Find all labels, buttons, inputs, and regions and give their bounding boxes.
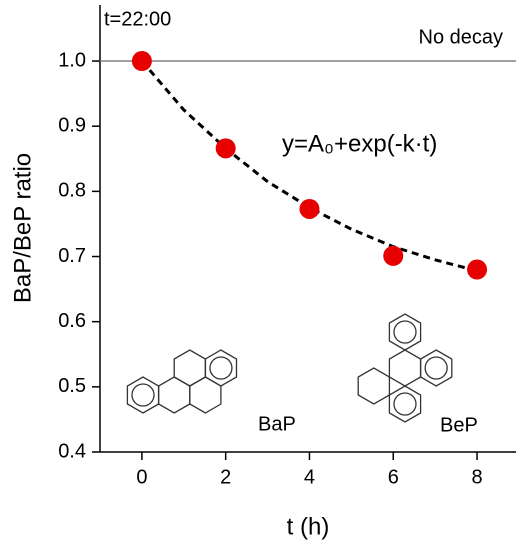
data-point [299,198,320,219]
y-tick-label: 0.9 [58,114,86,136]
ring-circle [131,383,155,407]
ring [189,376,222,414]
molecule-structures [126,313,453,423]
y-tick-label: 0.5 [58,375,86,397]
ring-circle [424,356,448,380]
y-axis-label: BaP/BeP ratio [9,153,36,303]
ring [173,349,207,387]
ring [157,376,191,414]
y-tick-label: 1.0 [58,49,86,71]
ring-circle [209,356,233,380]
data-point [215,138,236,159]
ring [357,367,391,405]
data-point [131,51,152,72]
x-tick-label: 2 [220,466,231,488]
ring [388,349,422,387]
ring [419,349,453,387]
fit-curve [140,60,478,273]
y-tick-label: 0.8 [58,180,86,202]
ring [388,385,422,423]
y-tick-label: 0.4 [58,440,86,462]
data-point [467,259,488,280]
annotation: BaP [258,413,296,435]
y-tick-label: 0.6 [58,310,86,332]
x-axis-label: t (h) [287,513,330,540]
annotation: y=A₀+exp(-k·t) [282,130,437,157]
y-tick-label: 0.7 [58,245,86,267]
ring [388,313,422,351]
x-tick-label: 0 [136,466,147,488]
ring [204,349,238,387]
annotation: BeP [440,414,478,436]
x-tick-label: 8 [471,466,482,488]
data-point [383,245,404,266]
annotation: t=22:00 [104,8,171,30]
x-tick-label: 6 [388,466,399,488]
ring-circle [393,392,417,416]
x-tick-label: 4 [304,466,315,488]
ring-circle [393,320,417,344]
annotation: No decay [419,26,504,48]
